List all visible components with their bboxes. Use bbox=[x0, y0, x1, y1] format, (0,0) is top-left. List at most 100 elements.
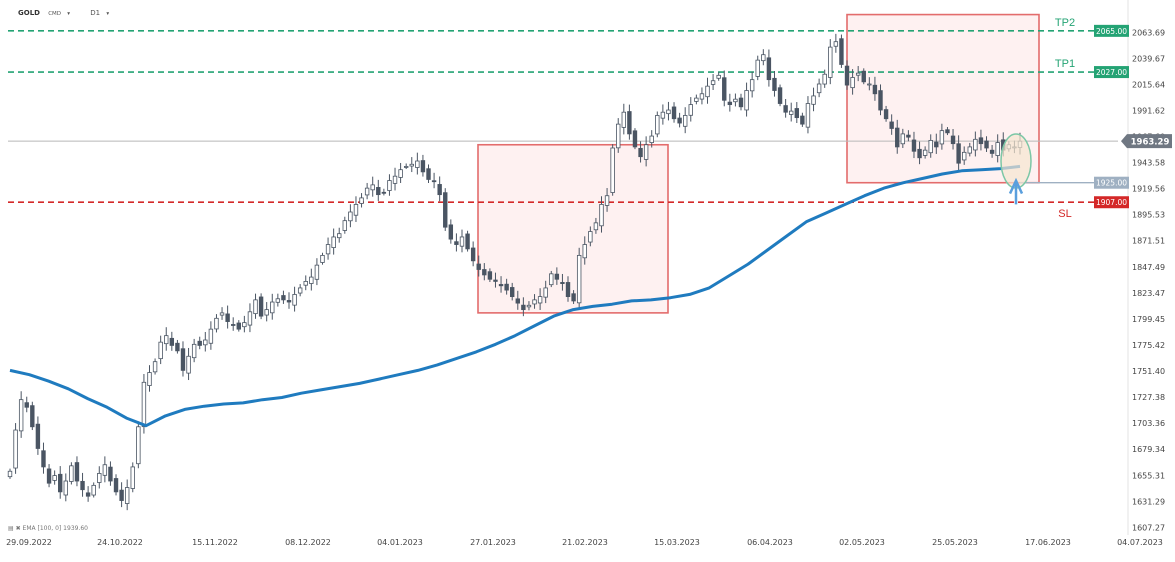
symbol-label[interactable]: GOLD bbox=[18, 9, 40, 17]
y-tick-label: 2039.67 bbox=[1132, 54, 1165, 63]
x-tick-label: 15.03.2023 bbox=[654, 538, 700, 547]
candle-body bbox=[660, 111, 666, 119]
candle-body bbox=[515, 298, 520, 304]
ema-line bbox=[9, 164, 1021, 428]
timeframe-label[interactable]: D1 bbox=[90, 9, 101, 17]
level-name-tp1: TP1 bbox=[1055, 58, 1075, 70]
candle-body bbox=[945, 129, 950, 134]
candle-body bbox=[850, 77, 855, 89]
candle-body bbox=[309, 276, 314, 284]
y-tick-label: 1631.29 bbox=[1132, 497, 1165, 506]
candle-body bbox=[604, 195, 610, 206]
candle-body bbox=[208, 328, 214, 344]
candle-body bbox=[203, 339, 208, 346]
candle-body bbox=[666, 109, 671, 115]
candle-body bbox=[749, 79, 755, 92]
candle-body bbox=[426, 168, 431, 180]
indicator-legend: ▤ ✖ EMA [100, 0] 1939.60 bbox=[8, 525, 88, 532]
candle-body bbox=[744, 90, 749, 111]
candle-body bbox=[956, 143, 961, 164]
candle-body bbox=[41, 450, 46, 468]
candle-body bbox=[655, 115, 660, 135]
candle-body bbox=[973, 138, 978, 151]
candle-body bbox=[63, 480, 69, 496]
candle-body bbox=[314, 264, 320, 280]
y-tick-label: 1607.27 bbox=[1132, 523, 1165, 532]
candle-body bbox=[465, 233, 470, 250]
candle-body bbox=[688, 104, 693, 116]
candle-body bbox=[733, 98, 738, 103]
y-tick-label: 1799.45 bbox=[1132, 315, 1165, 324]
candle-body bbox=[772, 77, 777, 91]
candle-body bbox=[398, 169, 403, 178]
x-tick-label: 04.07.2023 bbox=[1117, 538, 1163, 547]
candle-body bbox=[364, 187, 370, 196]
level-label-box bbox=[1094, 176, 1129, 189]
candle-body bbox=[102, 464, 108, 476]
candle-body bbox=[532, 299, 537, 305]
candle-body bbox=[677, 117, 682, 124]
candle-body bbox=[671, 106, 677, 120]
candle-body bbox=[91, 484, 96, 496]
candle-body bbox=[286, 300, 292, 303]
candle-body bbox=[549, 273, 554, 286]
candle-body bbox=[576, 254, 582, 304]
y-tick-label: 1919.56 bbox=[1132, 185, 1165, 194]
candle-body bbox=[487, 271, 493, 280]
candle-body bbox=[409, 163, 414, 167]
candle-body bbox=[281, 295, 286, 301]
candle-body bbox=[537, 296, 543, 304]
market-label: CMD bbox=[48, 11, 62, 17]
candle-body bbox=[755, 59, 760, 77]
y-tick-label: 1703.36 bbox=[1132, 419, 1165, 428]
candle-body bbox=[922, 149, 928, 156]
candle-body bbox=[872, 84, 878, 95]
candle-body bbox=[510, 287, 515, 298]
level-label: 1925.00 bbox=[1096, 179, 1127, 188]
candle-body bbox=[621, 111, 627, 128]
up-arrow-icon bbox=[1008, 177, 1024, 205]
candle-body bbox=[560, 282, 565, 284]
chevron-down-icon[interactable]: ▾ bbox=[106, 11, 110, 17]
indicator-icons[interactable]: ▤ ✖ bbox=[8, 525, 21, 532]
candle-body bbox=[498, 284, 504, 287]
candle-body bbox=[270, 301, 275, 314]
candle-body bbox=[978, 137, 984, 145]
chart-header: GOLD CMD ▾ D1 ▾ bbox=[18, 9, 109, 17]
candle-body bbox=[493, 279, 498, 282]
candle-body bbox=[370, 184, 375, 191]
candle-body bbox=[443, 192, 448, 228]
candle-body bbox=[158, 341, 163, 360]
candle-body bbox=[74, 462, 80, 482]
candle-body bbox=[482, 269, 487, 276]
x-tick-label: 29.09.2022 bbox=[6, 538, 52, 547]
candle-body bbox=[35, 423, 41, 449]
candle-body bbox=[694, 97, 699, 102]
candle-body bbox=[236, 322, 241, 330]
candle-body bbox=[24, 402, 29, 408]
candle-body bbox=[911, 139, 917, 152]
indicator-label: EMA [100, 0] 1939.60 bbox=[22, 525, 88, 532]
candle-body bbox=[437, 184, 442, 196]
candle-body bbox=[805, 103, 811, 128]
candle-body bbox=[934, 141, 939, 148]
candle-body bbox=[342, 220, 348, 231]
candle-body bbox=[844, 65, 850, 86]
candle-body bbox=[275, 298, 281, 303]
candle-body bbox=[454, 241, 459, 245]
candle-body bbox=[906, 134, 911, 138]
candle-body bbox=[381, 191, 387, 194]
candle-body bbox=[164, 335, 169, 345]
x-tick-label: 17.06.2023 bbox=[1025, 538, 1071, 547]
candle-body bbox=[822, 73, 827, 85]
candle-body bbox=[69, 465, 74, 482]
candle-body bbox=[928, 140, 933, 154]
candle-body bbox=[995, 142, 1000, 156]
level-label: 2027.00 bbox=[1096, 68, 1127, 77]
chevron-down-icon[interactable]: ▾ bbox=[67, 11, 71, 17]
candle-body bbox=[297, 287, 303, 294]
candle-body bbox=[214, 317, 219, 330]
candle-body bbox=[141, 381, 147, 428]
candle-body bbox=[571, 293, 576, 302]
